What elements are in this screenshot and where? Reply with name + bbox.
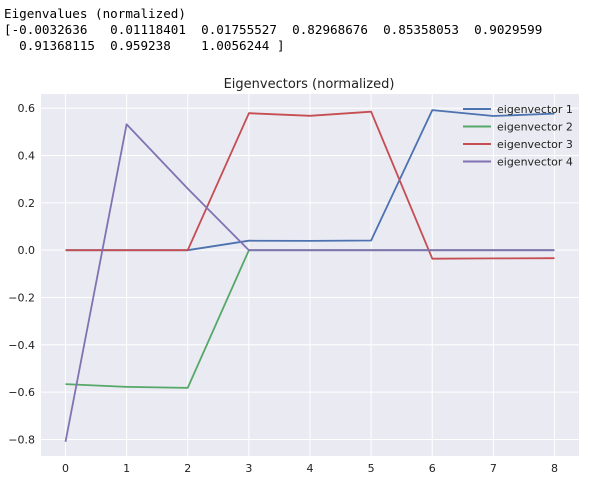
x-tick-label: 4 <box>307 462 314 475</box>
legend-label: eigenvector 3 <box>497 138 573 151</box>
y-axis-ticks: −0.8 −0.6 −0.4 −0.2 0.0 0.2 0.4 0.6 <box>8 102 35 446</box>
series-lines <box>64 109 555 442</box>
y-tick-label: −0.6 <box>8 386 35 399</box>
series-line-eigenvector-3 <box>65 110 555 260</box>
x-axis-ticks: 0 1 2 3 4 5 6 7 8 <box>62 462 558 475</box>
y-tick-label: 0.6 <box>18 102 36 115</box>
x-tick-label: 6 <box>429 462 436 475</box>
y-tick-label: 0.2 <box>18 197 36 210</box>
x-tick-label: 2 <box>184 462 191 475</box>
x-tick-label: 7 <box>490 462 497 475</box>
cell-output-text: Eigenvalues (normalized) [-0.0032636 0.0… <box>4 6 542 54</box>
eigenvalues-line-1: [-0.0032636 0.01118401 0.01755527 0.8296… <box>4 22 543 37</box>
series-line-eigenvector-4 <box>64 123 555 442</box>
eigenvalues-heading: Eigenvalues (normalized) <box>4 6 186 21</box>
legend-label: eigenvector 2 <box>497 121 573 134</box>
legend-label: eigenvector 1 <box>497 103 573 116</box>
y-tick-label: 0.0 <box>18 244 36 257</box>
y-tick-label: 0.4 <box>18 150 36 163</box>
y-tick-label: −0.2 <box>8 291 35 304</box>
eigenvalues-line-2: 0.91368115 0.959238 1.0056244 ] <box>4 38 285 53</box>
legend: eigenvector 1 eigenvector 2 eigenvector 3 e… <box>463 103 573 169</box>
x-tick-label: 0 <box>62 462 69 475</box>
legend-label: eigenvector 4 <box>497 156 573 169</box>
x-tick-label: 8 <box>551 462 558 475</box>
y-tick-label: −0.8 <box>8 433 35 446</box>
x-tick-label: 3 <box>245 462 252 475</box>
x-tick-label: 1 <box>123 462 130 475</box>
x-tick-label: 5 <box>368 462 375 475</box>
y-tick-label: −0.4 <box>8 339 35 352</box>
chart-title: Eigenvectors (normalized) <box>224 77 395 92</box>
